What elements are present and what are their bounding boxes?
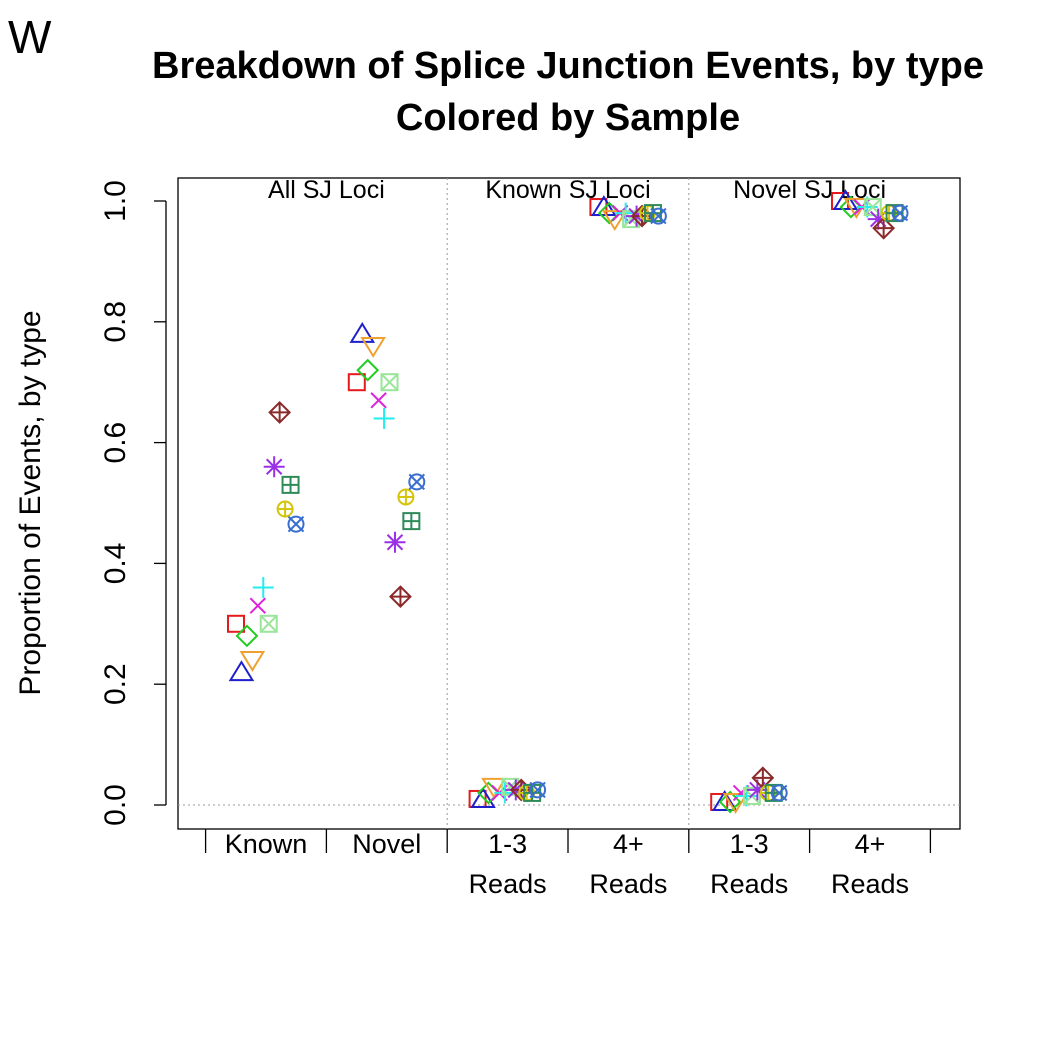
data-point [287, 515, 305, 533]
data-point [239, 651, 266, 672]
data-point [347, 373, 366, 392]
data-point [711, 790, 738, 811]
x-tick-label: 4+ [855, 829, 886, 859]
data-point [268, 400, 292, 424]
data-point [356, 358, 380, 382]
x-tick-label: 1-3 [488, 829, 527, 859]
data-point [718, 790, 742, 814]
data-point [481, 777, 507, 799]
data-point [259, 614, 278, 633]
data-point [402, 512, 421, 531]
x-tick-label: Novel [352, 829, 421, 859]
section-label: Known SJ Loci [485, 176, 650, 204]
y-tick-label: 0.6 [99, 422, 132, 464]
y-tick-label: 0.0 [99, 784, 132, 826]
data-point [649, 207, 667, 225]
section-label: All SJ Loci [268, 176, 385, 204]
data-point [601, 210, 628, 232]
data-point [770, 784, 788, 802]
data-point [397, 488, 415, 506]
data-point [384, 531, 406, 553]
x-tick-label-line2: Reads [469, 869, 547, 899]
x-tick-label-line2: Reads [710, 869, 788, 899]
data-point [370, 392, 387, 409]
data-point [380, 373, 399, 392]
data-point [281, 475, 300, 494]
data-point [228, 660, 255, 682]
data-point [867, 208, 889, 230]
data-point [408, 473, 426, 491]
data-point [235, 624, 259, 648]
data-point [349, 321, 376, 343]
data-point [249, 597, 267, 614]
x-tick-label: 1-3 [730, 829, 769, 859]
chart-subtitle: Colored by Sample [396, 97, 740, 139]
y-tick-label: 0.2 [99, 663, 132, 705]
panel-letter: W [8, 11, 52, 63]
data-point [263, 456, 285, 478]
data-point [252, 577, 274, 599]
y-tick-label: 0.4 [99, 543, 132, 585]
data-point [529, 781, 547, 799]
plot-area-frame [177, 177, 961, 830]
y-tick-label: 0.8 [99, 301, 132, 343]
data-point [276, 500, 294, 518]
y-tick-label: 1.0 [99, 180, 132, 222]
data-point [360, 336, 386, 358]
x-tick-label: 4+ [613, 829, 644, 859]
x-tick-label-line2: Reads [589, 869, 667, 899]
data-point [872, 216, 896, 240]
data-point [373, 407, 395, 429]
data-point [891, 204, 909, 222]
x-tick-label-line2: Reads [831, 869, 909, 899]
chart-marks: All SJ Loci Known SJ Loci Novel SJ Loci0.0… [99, 176, 960, 899]
data-point [722, 792, 749, 814]
chart-title: Breakdown of Splice Junction Events, by … [152, 45, 984, 87]
data-point [389, 585, 412, 609]
data-point [227, 614, 245, 633]
y-axis-label: Proportion of Events, by type [14, 310, 47, 695]
data-point [591, 195, 617, 217]
data-point [470, 787, 496, 808]
x-tick-label: Known [225, 829, 308, 859]
